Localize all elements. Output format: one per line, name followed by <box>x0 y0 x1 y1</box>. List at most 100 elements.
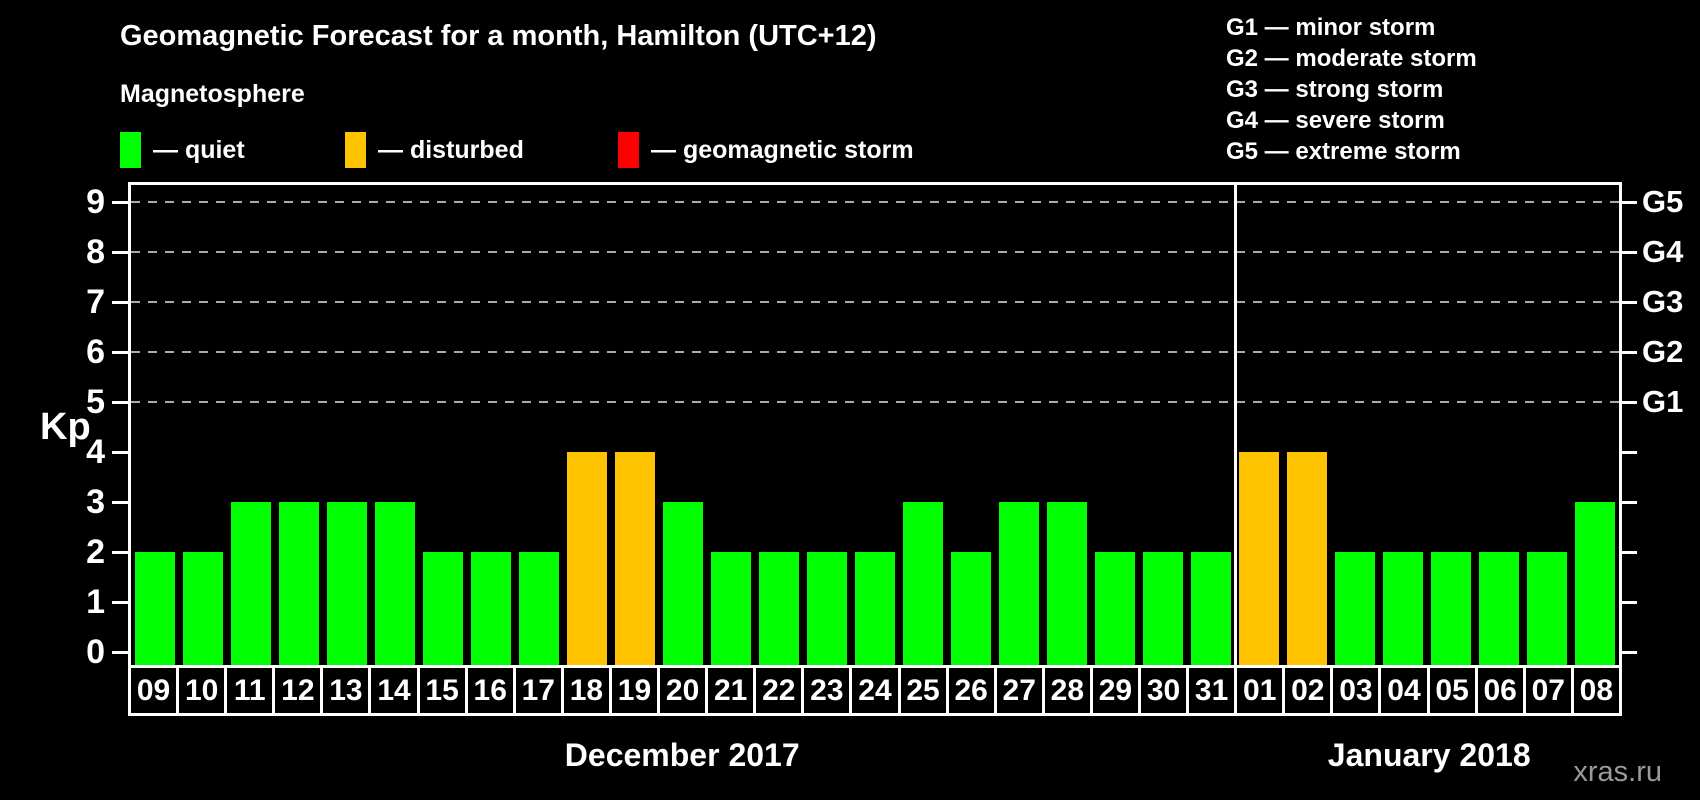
kp-gridline-9 <box>131 201 1619 203</box>
y-axis-tick-label-7: 7 <box>86 283 105 321</box>
kp-bar-day-05 <box>1431 552 1471 665</box>
axis-tick-left-0 <box>112 650 128 654</box>
kp-bar-day-04 <box>1383 552 1423 665</box>
axis-tick-right-0 <box>1621 650 1637 654</box>
kp-gridline-7 <box>131 301 1619 303</box>
bar-slot-29 <box>1091 552 1139 665</box>
kp-bar-day-29 <box>1095 552 1135 665</box>
legend-item-label: — geomagnetic storm <box>651 135 914 164</box>
axis-tick-left-6 <box>112 350 128 354</box>
bar-slot-02 <box>1283 452 1331 665</box>
month-label-january: January 2018 <box>1327 737 1531 773</box>
day-label-cell-24: 24 <box>852 668 901 713</box>
axis-tick-right-6 <box>1621 350 1637 354</box>
day-label-cell-10: 10 <box>179 668 228 713</box>
kp-bar-day-08 <box>1575 502 1615 665</box>
axis-tick-right-4 <box>1621 450 1637 454</box>
day-label-cell-11: 11 <box>227 668 276 713</box>
day-label-cell-05: 05 <box>1429 668 1478 713</box>
bar-slot-13 <box>323 502 371 665</box>
month-separator-line <box>1233 185 1237 665</box>
bar-slot-09 <box>131 552 179 665</box>
bar-slot-25 <box>899 502 947 665</box>
kp-bar-day-26 <box>951 552 991 665</box>
storm-scale-line: G2 — moderate storm <box>1226 45 1477 72</box>
kp-gridline-5 <box>131 401 1619 403</box>
kp-bar-day-03 <box>1335 552 1375 665</box>
month-label-december: December 2017 <box>564 737 800 773</box>
day-label-cell-01: 01 <box>1237 668 1286 713</box>
day-label-row: 09 10 11 12 13 14 15 16 17 18 19 20 21 22 23 24 25 26 27 28… <box>128 668 1622 716</box>
axis-tick-left-2 <box>112 550 128 554</box>
axis-tick-left-9 <box>112 200 128 204</box>
bar-slot-04 <box>1379 552 1427 665</box>
day-label-cell-19: 19 <box>611 668 661 713</box>
kp-bar-day-10 <box>183 552 223 665</box>
page-title: Geomagnetic Forecast for a month, Hamilt… <box>120 20 877 52</box>
kp-bar-day-16 <box>471 552 511 665</box>
bar-slot-27 <box>995 502 1043 665</box>
bar-slot-16 <box>467 552 515 665</box>
legend-swatch-storm <box>618 132 639 168</box>
legend-item-disturbed: — disturbed <box>345 131 524 169</box>
kp-bar-day-30 <box>1143 552 1183 665</box>
bar-slot-14 <box>371 502 419 665</box>
day-label-cell-12: 12 <box>275 668 324 713</box>
day-label-cell-04: 04 <box>1381 668 1430 713</box>
bar-slot-08 <box>1571 502 1619 665</box>
kp-bar-day-01 <box>1239 452 1279 665</box>
day-label-cell-13: 13 <box>323 668 372 713</box>
axis-tick-right-7 <box>1621 300 1637 304</box>
kp-bar-day-07 <box>1527 552 1567 665</box>
bar-slot-30 <box>1139 552 1187 665</box>
kp-bar-day-21 <box>711 552 751 665</box>
legend-item-label: — disturbed <box>378 135 524 164</box>
y-axis-tick-label-2: 2 <box>86 533 105 571</box>
storm-scale-line: G1 — minor storm <box>1226 14 1436 41</box>
day-label-cell-27: 27 <box>996 668 1045 713</box>
day-label-cell-15: 15 <box>419 668 468 713</box>
axis-tick-right-3 <box>1621 500 1637 504</box>
axis-tick-left-8 <box>112 250 128 254</box>
axis-tick-left-3 <box>112 500 128 504</box>
kp-axis-title: Kp <box>40 406 91 448</box>
magnetosphere-legend: — quiet — disturbed — geomagnetic storm <box>120 131 1020 169</box>
day-label-cell-14: 14 <box>371 668 420 713</box>
plot-inner <box>131 185 1619 665</box>
bar-slot-24 <box>851 552 899 665</box>
day-label-cell-18: 18 <box>563 668 612 713</box>
y-axis-tick-label-3: 3 <box>86 483 105 521</box>
bar-slot-01 <box>1235 452 1283 665</box>
plot-area <box>128 182 1622 668</box>
axis-tick-right-1 <box>1621 600 1637 604</box>
y-axis-tick-label-9: 9 <box>86 183 105 221</box>
day-label-cell-25: 25 <box>900 668 949 713</box>
legend-item-label: — quiet <box>153 135 245 164</box>
bar-slot-18 <box>563 452 611 665</box>
bar-slot-10 <box>179 552 227 665</box>
y-axis-tick-label-0: 0 <box>86 633 105 671</box>
bar-slot-05 <box>1427 552 1475 665</box>
storm-scale-line: G3 — strong storm <box>1226 76 1444 103</box>
bar-slot-23 <box>803 552 851 665</box>
kp-bar-day-09 <box>135 552 175 665</box>
kp-bar-day-25 <box>903 502 943 665</box>
kp-gridline-8 <box>131 251 1619 253</box>
day-label-cell-29: 29 <box>1092 668 1141 713</box>
bar-slot-21 <box>707 552 755 665</box>
bar-slot-11 <box>227 502 275 665</box>
day-label-cell-23: 23 <box>804 668 853 713</box>
kp-bar-day-02 <box>1287 452 1327 665</box>
bar-slot-07 <box>1523 552 1571 665</box>
kp-bar-day-15 <box>423 552 463 665</box>
day-label-cell-22: 22 <box>756 668 805 713</box>
g-scale-label-g2: G2 <box>1642 334 1684 369</box>
kp-bar-day-19 <box>615 452 655 665</box>
day-label-cell-17: 17 <box>515 668 564 713</box>
day-label-cell-26: 26 <box>948 668 997 713</box>
axis-tick-right-2 <box>1621 550 1637 554</box>
bar-slot-15 <box>419 552 467 665</box>
bar-slot-12 <box>275 502 323 665</box>
bar-slot-17 <box>515 552 563 665</box>
